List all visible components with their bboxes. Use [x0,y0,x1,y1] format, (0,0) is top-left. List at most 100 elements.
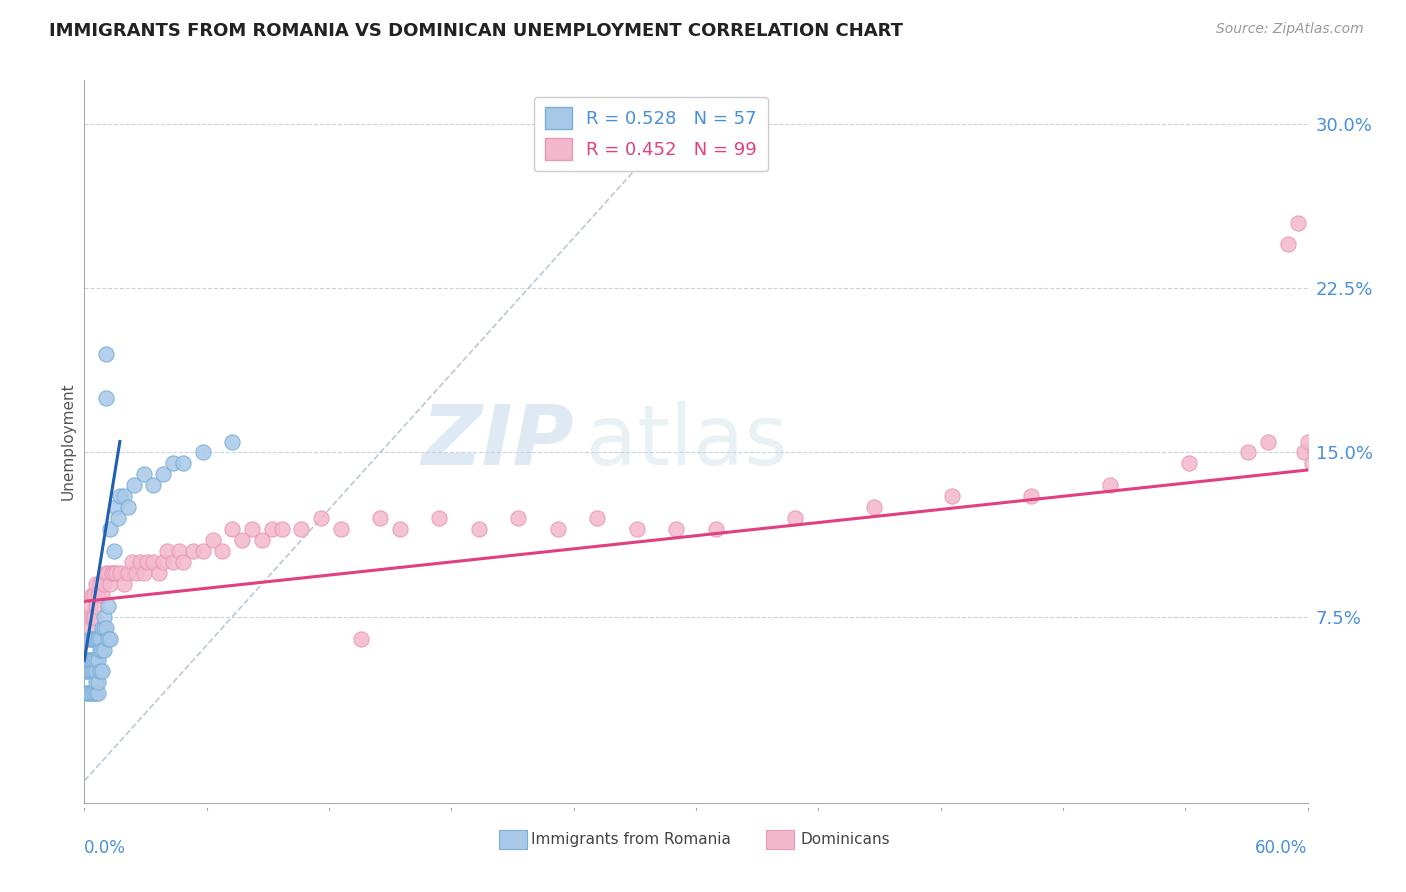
Point [77,609,100,624]
Point [1296,434,1319,449]
Point [124,566,146,580]
Point [270,522,292,536]
Point [128,555,150,569]
Point [665,522,688,536]
Point [1315,467,1337,482]
Point [107,511,129,525]
Point [167,544,190,558]
Point [103,566,125,580]
Point [82,653,104,667]
Point [162,555,184,569]
Point [87,653,110,667]
Text: 0.0%: 0.0% [84,838,127,857]
Point [93,621,115,635]
Point [1326,434,1348,449]
Point [1324,467,1347,482]
Point [148,566,170,580]
Point [94,566,117,580]
Point [1312,457,1334,471]
Point [89,642,111,657]
Point [142,478,165,492]
Point [112,489,135,503]
Point [98,632,121,646]
Text: ZIP: ZIP [420,401,574,482]
Point [1334,457,1357,471]
Point [82,609,104,624]
Point [77,665,100,679]
Point [221,522,243,536]
Text: Immigrants from Romania: Immigrants from Romania [531,832,731,847]
Point [84,632,107,646]
Point [79,621,101,635]
Point [77,632,100,646]
Legend: R = 0.528   N = 57, R = 0.452   N = 99: R = 0.528 N = 57, R = 0.452 N = 99 [534,96,768,171]
Point [91,621,114,635]
Point [108,489,131,503]
Text: Source: ZipAtlas.com: Source: ZipAtlas.com [1216,22,1364,37]
Point [309,511,332,525]
Point [191,544,214,558]
Point [98,522,121,536]
Point [93,609,115,624]
Point [83,588,105,602]
Point [201,533,224,547]
Point [1322,457,1344,471]
Point [83,632,105,646]
Point [1331,467,1354,482]
Point [329,522,352,536]
Point [1344,457,1367,471]
Point [240,522,263,536]
Text: atlas: atlas [586,401,787,482]
Point [191,445,214,459]
Point [211,544,233,558]
Point [89,577,111,591]
Point [83,653,105,667]
Point [181,544,204,558]
Point [103,544,125,558]
Point [250,533,273,547]
Point [75,609,97,624]
Point [82,665,104,679]
Point [349,632,371,646]
Point [122,478,145,492]
Point [97,566,120,580]
Point [79,599,101,613]
Point [75,653,97,667]
Point [77,653,100,667]
Point [83,609,105,624]
Point [172,457,194,471]
Point [142,555,165,569]
Point [156,544,179,558]
Point [87,632,110,646]
Point [547,522,569,536]
Text: 60.0%: 60.0% [1256,838,1308,857]
Point [101,566,124,580]
Point [1316,457,1339,471]
Point [79,653,101,667]
Point [1306,467,1329,482]
Point [1320,467,1343,482]
Point [104,500,127,515]
Y-axis label: Unemployment: Unemployment [60,383,76,500]
Point [132,467,155,482]
Point [79,632,101,646]
Point [941,489,963,503]
Point [89,665,111,679]
Point [1346,434,1368,449]
Point [84,577,107,591]
Point [152,555,174,569]
Point [586,511,609,525]
Point [94,621,117,635]
Point [121,555,143,569]
Point [93,577,115,591]
Point [1347,467,1369,482]
Point [75,665,97,679]
Point [1257,434,1279,449]
Point [1351,467,1374,482]
Point [87,686,110,700]
Point [132,566,155,580]
Point [1350,457,1372,471]
Point [1327,467,1350,482]
Point [98,577,121,591]
Point [1337,467,1360,482]
